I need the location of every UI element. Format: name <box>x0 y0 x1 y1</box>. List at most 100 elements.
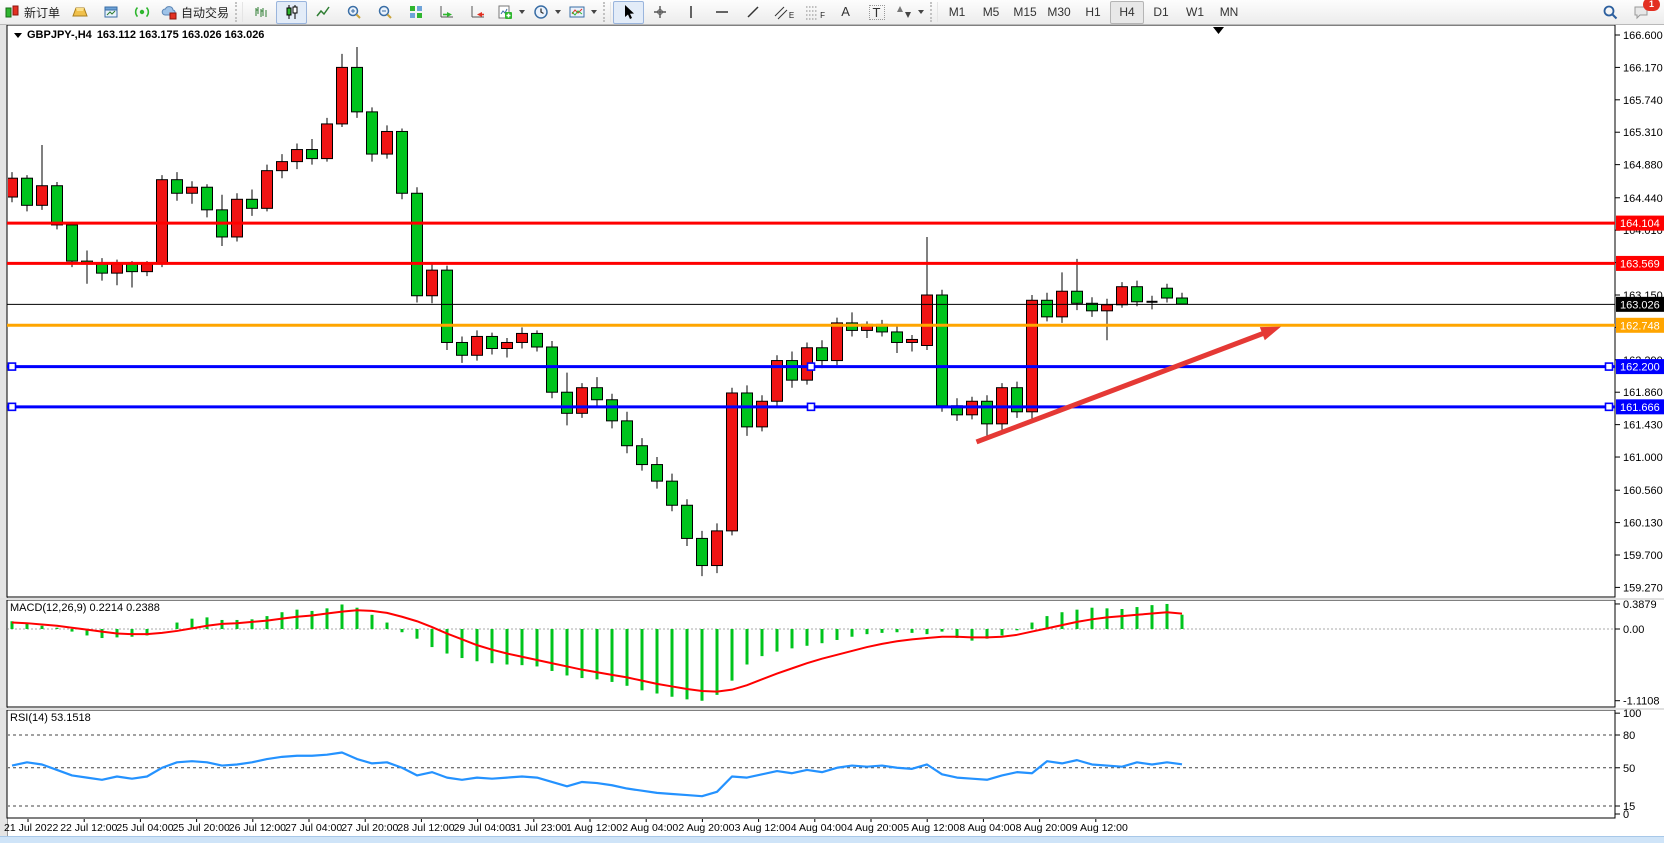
crosshair-tool-button[interactable] <box>644 1 675 24</box>
search-button[interactable] <box>1594 1 1625 24</box>
gold-ingot-button[interactable] <box>64 1 95 24</box>
price-tick-label: 164.880 <box>1623 160 1663 172</box>
signal-icon <box>134 4 150 20</box>
timeframe-m15-button[interactable]: M15 <box>1013 5 1037 19</box>
price-tick-label: 161.430 <box>1623 420 1663 432</box>
zoom-in-button[interactable] <box>338 1 369 24</box>
signals-button[interactable] <box>126 1 157 24</box>
candle-down <box>981 400 993 425</box>
timeframe-m30-button[interactable]: M30 <box>1047 5 1071 19</box>
candle-up <box>1116 286 1128 306</box>
hline-handle[interactable] <box>1604 402 1614 412</box>
text-tool-button[interactable]: A <box>830 1 861 24</box>
channel-tool-button[interactable]: E <box>768 1 799 24</box>
trend-arrow-line[interactable] <box>975 329 1269 445</box>
candles-layer <box>8 47 1188 577</box>
tile-windows-button[interactable] <box>400 1 431 24</box>
main-chart-panel[interactable] <box>6 24 1616 598</box>
trend-arrow-head[interactable] <box>1259 326 1281 341</box>
panel-separator[interactable] <box>0 708 1664 710</box>
template-caret <box>591 10 598 14</box>
hline-handle[interactable] <box>806 402 816 412</box>
hline-handle[interactable] <box>7 402 17 412</box>
candle-up <box>141 263 153 273</box>
zoom-out-button[interactable] <box>369 1 400 24</box>
horizontal-line-tool-button[interactable] <box>706 1 737 24</box>
hline-handle[interactable] <box>7 362 17 371</box>
template-button[interactable] <box>565 1 601 24</box>
line-chart-mode-button[interactable] <box>307 1 338 24</box>
macd-layer <box>8 603 1614 701</box>
candle-up <box>726 392 738 532</box>
price-tick-label: 161.860 <box>1623 387 1663 399</box>
candlestick-mode-button[interactable] <box>276 0 308 24</box>
label-tool-button[interactable]: T <box>861 1 892 24</box>
candle-up <box>921 294 933 346</box>
price-tick-label: 159.270 <box>1623 582 1663 594</box>
chart-ohlc-values: 163.112 163.175 163.026 163.026 <box>96 29 265 41</box>
time-axis-label: 31 Jul 23:00 <box>510 822 567 834</box>
candle-up <box>336 66 348 125</box>
candle-up <box>501 341 513 350</box>
candle-down <box>1131 286 1143 303</box>
candle-down <box>246 198 258 209</box>
time-axis-label: 3 Aug 12:00 <box>735 822 791 834</box>
time-axis-label: 28 Jul 12:00 <box>397 822 454 834</box>
candle-down <box>591 387 603 401</box>
chart-shift-button[interactable] <box>462 1 493 24</box>
hline-handle[interactable] <box>806 362 816 371</box>
fibonacci-tool-button[interactable]: F <box>799 1 830 24</box>
price-tick-label: 160.560 <box>1623 485 1663 497</box>
auto-scroll-button[interactable] <box>431 1 462 24</box>
cursor-tool-button[interactable] <box>613 0 645 24</box>
candle-up <box>771 360 783 402</box>
period-clock-button[interactable] <box>529 1 565 24</box>
candle-down <box>561 391 573 414</box>
new-chart-button[interactable] <box>493 1 529 24</box>
timeframe-m5-button[interactable]: M5 <box>982 5 1000 19</box>
timeframe-h1-button[interactable]: H1 <box>1085 5 1101 19</box>
candle-up <box>261 170 273 209</box>
arrows-tool-button[interactable] <box>892 1 928 24</box>
chat-button[interactable]: 1 <box>1625 0 1660 24</box>
hline-handle[interactable] <box>1604 362 1614 371</box>
new-chart-caret <box>519 10 526 14</box>
rsi-line <box>11 751 1183 798</box>
trendline-tool-button[interactable] <box>737 1 768 24</box>
auto-trading-button[interactable]: 自动交易 <box>157 1 233 24</box>
timeframe-w1-button[interactable]: W1 <box>1186 5 1205 19</box>
time-axis-label: 2 Aug 04:00 <box>622 822 678 834</box>
timeframe-m1-button[interactable]: M1 <box>948 5 966 19</box>
chart-shift-marker[interactable] <box>1213 27 1224 34</box>
candle-up <box>321 123 333 160</box>
channel-sub-label: E <box>788 10 795 20</box>
timeframe-mn-button[interactable]: MN <box>1219 5 1239 19</box>
bar-chart-mode-button[interactable] <box>245 1 276 24</box>
label-tool-icon: T <box>868 4 885 20</box>
candle-down <box>786 360 798 381</box>
rsi-panel[interactable] <box>6 709 1616 819</box>
new-order-button[interactable]: 新订单 <box>0 1 64 24</box>
candle-down <box>696 537 708 567</box>
auto-scroll-icon <box>439 4 455 20</box>
chart-title-collapse-icon[interactable] <box>14 32 22 38</box>
candle-up <box>36 185 48 206</box>
timeframe-h4-button[interactable]: H4 <box>1110 0 1145 24</box>
candle-down <box>396 130 408 194</box>
time-axis-label: 25 Jul 04:00 <box>116 822 173 834</box>
time-axis-label: 5 Aug 12:00 <box>903 822 959 834</box>
candle-up <box>111 263 123 274</box>
candle-down <box>411 192 423 297</box>
candle-down <box>51 185 63 226</box>
candle-up <box>381 130 393 155</box>
macd-panel[interactable] <box>6 599 1616 708</box>
candle-down <box>486 335 498 350</box>
time-axis-label: 25 Jul 20:00 <box>173 822 230 834</box>
rsi-layer <box>8 734 1614 807</box>
timeframe-d1-button[interactable]: D1 <box>1153 5 1169 19</box>
vertical-line-tool-button[interactable] <box>675 1 706 24</box>
chart-window-button[interactable] <box>95 1 126 24</box>
panel-separator[interactable] <box>0 598 1664 600</box>
candle-down <box>66 224 78 262</box>
